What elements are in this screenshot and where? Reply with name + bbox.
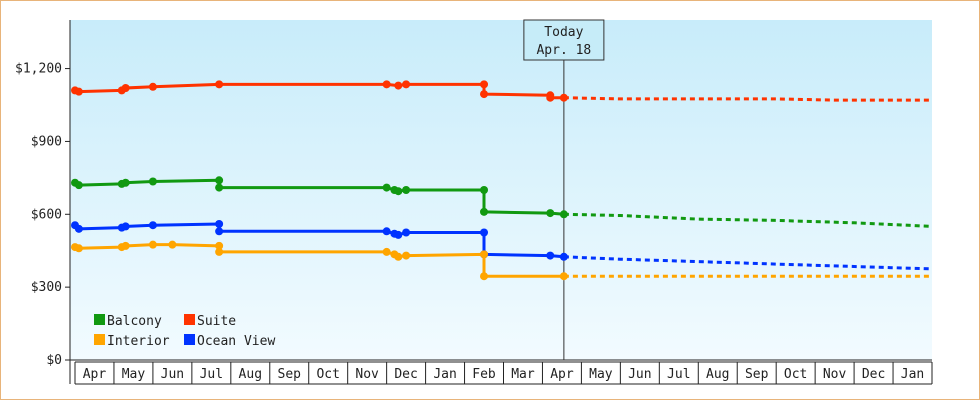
suite-point <box>74 87 83 96</box>
ocean-view-point <box>74 224 83 233</box>
interior-point <box>168 240 177 249</box>
balcony-point <box>546 209 555 218</box>
ocean-view-point <box>215 227 224 236</box>
suite-point <box>480 80 489 89</box>
balcony-point <box>394 187 403 196</box>
balcony-point <box>480 186 489 194</box>
ocean-view-point <box>148 221 157 230</box>
ocean-view-point <box>559 252 568 261</box>
x-tick-label: Aug <box>239 367 262 382</box>
x-tick-label: Sep <box>278 367 302 382</box>
ocean-view-point <box>382 227 391 236</box>
x-tick-label: Oct <box>784 367 807 382</box>
x-tick-label: Jan <box>433 367 456 382</box>
legend-swatch-interior <box>94 334 105 345</box>
balcony-point <box>215 176 224 185</box>
x-tick-label: Dec <box>862 367 885 382</box>
x-tick-label: Nov <box>823 367 847 382</box>
interior-point <box>74 244 83 253</box>
suite-point <box>402 80 411 89</box>
suite-forecast-line <box>563 96 932 102</box>
x-tick-label: Apr <box>83 367 107 382</box>
x-tick-label: Aug <box>706 367 729 382</box>
today-box <box>523 19 605 61</box>
x-tick-label: Jun <box>628 367 651 382</box>
balcony-point <box>382 183 391 192</box>
ocean-view-point <box>215 220 224 228</box>
x-tick-label: Jul <box>200 367 223 382</box>
suite-point <box>394 81 403 90</box>
balcony-point <box>215 183 224 192</box>
y-tick-label: $1,200 <box>15 62 62 77</box>
legend-swatch-balcony <box>94 314 105 325</box>
x-tick-label: Jun <box>161 367 184 382</box>
x-tick-label: Oct <box>316 367 339 382</box>
interior-point <box>148 240 157 249</box>
today-label: Today <box>544 25 583 40</box>
y-tick-label: $300 <box>31 280 62 295</box>
x-tick-label: Nov <box>355 367 379 382</box>
interior-point <box>559 272 568 281</box>
suite-point <box>480 90 489 99</box>
ocean-view-point <box>402 228 411 237</box>
ocean-view-point <box>546 251 555 260</box>
today-date: Apr. 18 <box>536 43 591 58</box>
plot-background <box>70 20 932 360</box>
x-tick-label: Apr <box>550 367 574 382</box>
y-tick-label: $600 <box>31 207 62 222</box>
legend-swatch-ocean-view <box>184 334 195 345</box>
y-tick-label: $0 <box>46 353 62 368</box>
suite-point <box>559 93 568 102</box>
interior-point <box>394 252 403 261</box>
suite-point <box>382 80 391 89</box>
x-tick-label: May <box>122 367 146 382</box>
x-tick-label: Jan <box>901 367 924 382</box>
suite-point <box>546 93 555 102</box>
x-tick-label: May <box>589 367 613 382</box>
ocean-view-point <box>394 230 403 239</box>
ocean-view-point <box>121 222 130 231</box>
x-tick-label: Dec <box>394 367 417 382</box>
interior-point <box>215 241 224 250</box>
ocean-view-forecast-line <box>563 255 933 271</box>
x-tick-label: Jul <box>667 367 690 382</box>
interior-point <box>121 241 130 250</box>
interior-point <box>402 251 411 260</box>
legend-swatch-suite <box>184 314 195 325</box>
legend-label-suite: Suite <box>197 314 236 329</box>
legend-label-balcony: Balcony <box>107 314 162 329</box>
y-tick-label: $900 <box>31 134 62 149</box>
x-tick-label: Sep <box>745 367 769 382</box>
legend-label-interior: Interior <box>107 334 170 349</box>
balcony-point <box>402 186 411 194</box>
balcony-point <box>480 207 489 216</box>
suite-point <box>215 80 224 89</box>
interior-point <box>215 247 224 256</box>
x-tick-label: Feb <box>472 367 496 382</box>
interior-point <box>382 247 391 256</box>
balcony-point <box>74 181 83 190</box>
balcony-point <box>121 178 130 187</box>
interior-point <box>480 250 489 259</box>
legend-label-ocean-view: Ocean View <box>197 334 275 349</box>
balcony-point <box>559 210 568 219</box>
ocean-view-point <box>480 228 489 237</box>
balcony-point <box>148 177 157 186</box>
suite-point <box>148 82 157 91</box>
interior-point <box>480 272 489 281</box>
x-tick-label: Mar <box>511 367 535 382</box>
suite-point <box>121 84 130 92</box>
balcony-forecast-line <box>563 212 933 228</box>
